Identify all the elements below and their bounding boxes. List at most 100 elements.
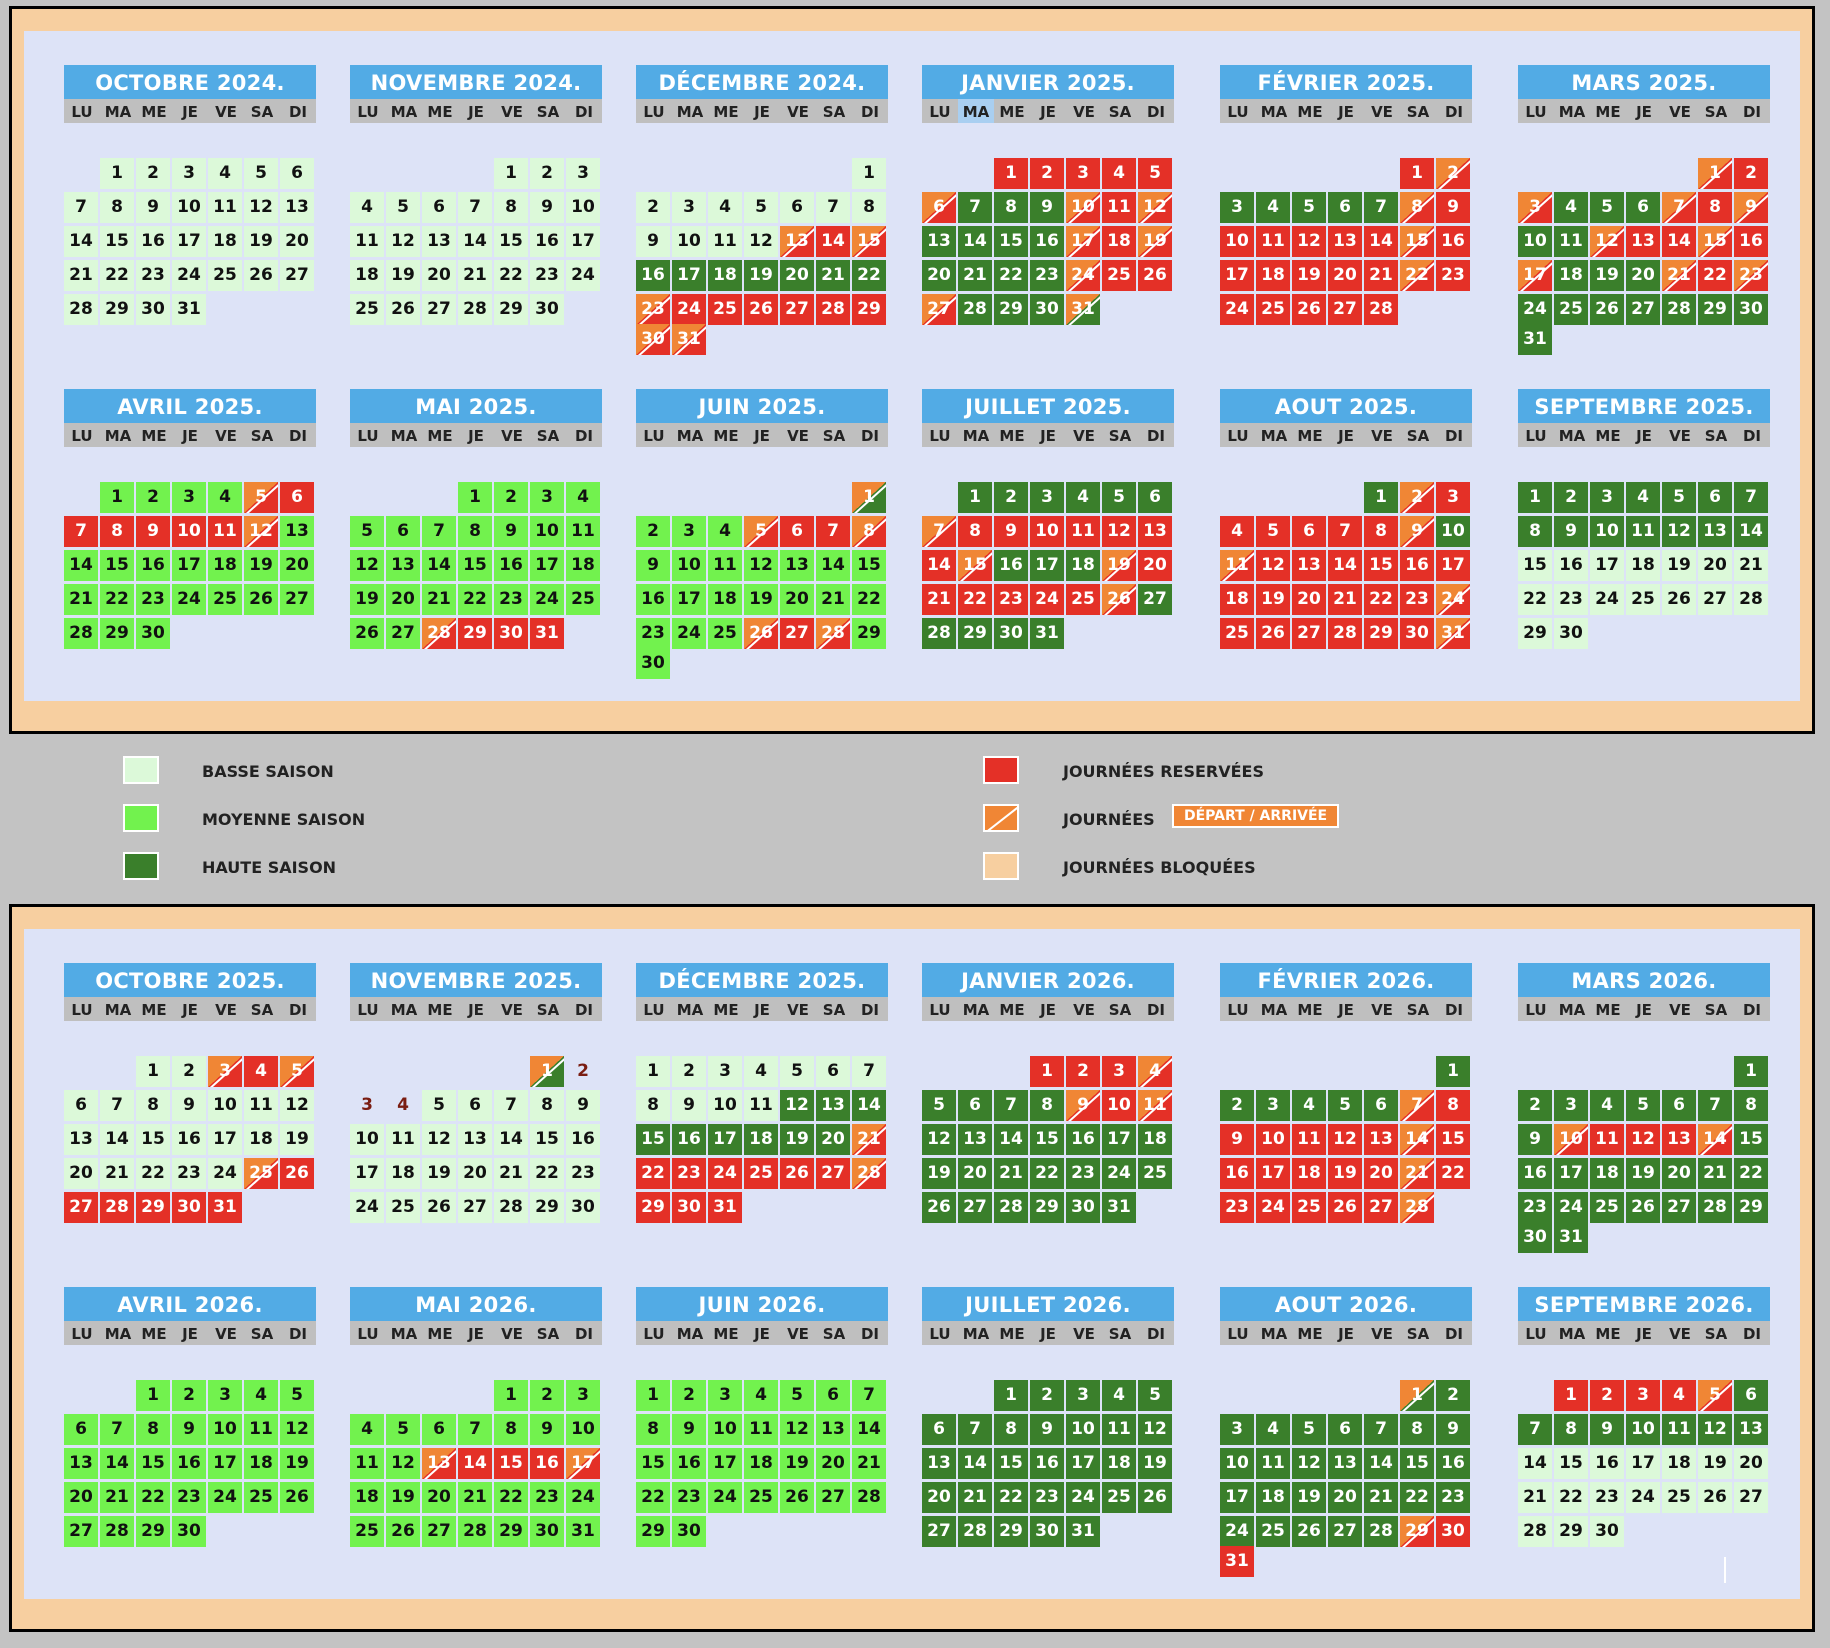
day-cell[interactable]: 12 [1328, 1124, 1362, 1155]
day-cell[interactable]: 25 [350, 1516, 384, 1547]
day-cell[interactable]: 11 [744, 1414, 778, 1445]
day-cell[interactable]: 23 [1030, 260, 1064, 291]
day-cell[interactable]: 20 [780, 260, 814, 291]
day-cell[interactable]: 19 [386, 260, 420, 291]
day-cell[interactable]: 31 [1102, 1192, 1136, 1223]
day-cell[interactable]: 27 [1626, 294, 1660, 325]
day-cell[interactable]: 25 [1102, 260, 1136, 291]
day-cell[interactable]: 5 [244, 482, 278, 513]
day-cell[interactable]: 3 [1220, 192, 1254, 223]
day-cell[interactable]: 17 [530, 550, 564, 581]
day-cell[interactable]: 4 [1554, 192, 1588, 223]
day-cell[interactable]: 17 [1030, 550, 1064, 581]
day-cell[interactable]: 2 [172, 1056, 206, 1087]
day-cell[interactable]: 29 [494, 294, 528, 325]
day-cell[interactable]: 18 [1590, 1158, 1624, 1189]
day-cell[interactable]: 4 [744, 1380, 778, 1411]
day-cell[interactable]: 17 [566, 226, 600, 257]
day-cell[interactable]: 7 [958, 1414, 992, 1445]
day-cell[interactable]: 31 [530, 618, 564, 649]
day-cell[interactable]: 13 [1698, 516, 1732, 547]
day-cell[interactable]: 30 [1066, 1192, 1100, 1223]
day-cell[interactable]: 22 [958, 584, 992, 615]
day-cell[interactable]: 24 [530, 584, 564, 615]
day-cell[interactable]: 25 [386, 1192, 420, 1223]
day-cell[interactable]: 1 [1436, 1056, 1470, 1087]
day-cell[interactable]: 20 [816, 1448, 850, 1479]
day-cell[interactable]: 25 [1626, 584, 1660, 615]
day-cell[interactable]: 25 [708, 618, 742, 649]
day-cell[interactable]: 2 [1220, 1090, 1254, 1121]
day-cell[interactable]: 17 [1626, 1448, 1660, 1479]
day-cell[interactable]: 12 [1292, 226, 1326, 257]
day-cell[interactable]: 11 [744, 1090, 778, 1121]
day-cell[interactable]: 22 [852, 260, 886, 291]
day-cell[interactable]: 11 [708, 226, 742, 257]
day-cell[interactable]: 15 [530, 1124, 564, 1155]
day-cell[interactable]: 22 [100, 584, 134, 615]
day-cell[interactable]: 16 [566, 1124, 600, 1155]
day-cell[interactable]: 15 [636, 1124, 670, 1155]
day-cell[interactable]: 10 [566, 192, 600, 223]
day-cell[interactable]: 18 [1662, 1448, 1696, 1479]
day-cell[interactable]: 31 [1066, 294, 1100, 325]
day-cell[interactable]: 7 [852, 1056, 886, 1087]
day-cell[interactable]: 10 [530, 516, 564, 547]
day-cell[interactable]: 5 [280, 1380, 314, 1411]
day-cell[interactable]: 13 [64, 1448, 98, 1479]
day-cell[interactable]: 13 [816, 1090, 850, 1121]
day-cell[interactable]: 1 [100, 482, 134, 513]
day-cell[interactable]: 13 [1734, 1414, 1768, 1445]
day-cell[interactable]: 12 [386, 1448, 420, 1479]
day-cell[interactable]: 2 [636, 516, 670, 547]
day-cell[interactable]: 10 [172, 192, 206, 223]
day-cell[interactable]: 23 [1518, 1192, 1552, 1223]
day-cell[interactable]: 1 [1734, 1056, 1768, 1087]
day-cell[interactable]: 1 [1400, 1380, 1434, 1411]
day-cell[interactable]: 28 [458, 294, 492, 325]
day-cell[interactable]: 30 [136, 294, 170, 325]
day-cell[interactable]: 14 [816, 550, 850, 581]
day-cell[interactable]: 18 [1066, 550, 1100, 581]
day-cell[interactable]: 19 [1138, 1448, 1172, 1479]
day-cell[interactable]: 11 [1554, 226, 1588, 257]
day-cell[interactable]: 30 [172, 1192, 206, 1223]
day-cell[interactable]: 20 [64, 1158, 98, 1189]
day-cell[interactable]: 19 [780, 1124, 814, 1155]
day-cell[interactable]: 23 [994, 584, 1028, 615]
day-cell[interactable]: 13 [280, 516, 314, 547]
day-cell[interactable]: 5 [1698, 1380, 1732, 1411]
day-cell[interactable]: 8 [530, 1090, 564, 1121]
day-cell[interactable]: 9 [672, 1414, 706, 1445]
day-cell[interactable]: 5 [1138, 158, 1172, 189]
day-cell[interactable]: 13 [958, 1124, 992, 1155]
day-cell[interactable]: 11 [208, 192, 242, 223]
day-cell[interactable]: 2 [1066, 1056, 1100, 1087]
day-cell[interactable]: 11 [386, 1124, 420, 1155]
day-cell[interactable]: 25 [708, 294, 742, 325]
day-cell[interactable]: 10 [208, 1414, 242, 1445]
day-cell[interactable]: 10 [208, 1090, 242, 1121]
day-cell[interactable]: 21 [422, 584, 456, 615]
day-cell[interactable]: 8 [1518, 516, 1552, 547]
day-cell[interactable]: 5 [386, 192, 420, 223]
day-cell[interactable]: 21 [1518, 1482, 1552, 1513]
day-cell[interactable]: 15 [1698, 226, 1732, 257]
day-cell[interactable]: 14 [494, 1124, 528, 1155]
day-cell[interactable]: 18 [386, 1158, 420, 1189]
day-cell[interactable]: 4 [1102, 1380, 1136, 1411]
day-cell[interactable]: 27 [922, 1516, 956, 1547]
day-cell[interactable]: 13 [1292, 550, 1326, 581]
day-cell[interactable]: 21 [1328, 584, 1362, 615]
day-cell[interactable]: 29 [958, 618, 992, 649]
day-cell[interactable]: 10 [1554, 1124, 1588, 1155]
day-cell[interactable]: 6 [1328, 1414, 1362, 1445]
day-cell[interactable]: 16 [672, 1124, 706, 1155]
day-cell[interactable]: 8 [1400, 192, 1434, 223]
day-cell[interactable]: 24 [1102, 1158, 1136, 1189]
day-cell[interactable]: 22 [136, 1482, 170, 1513]
day-cell[interactable]: 26 [1292, 1516, 1326, 1547]
day-cell[interactable]: 3 [1256, 1090, 1290, 1121]
day-cell[interactable]: 21 [816, 584, 850, 615]
day-cell[interactable]: 25 [350, 294, 384, 325]
